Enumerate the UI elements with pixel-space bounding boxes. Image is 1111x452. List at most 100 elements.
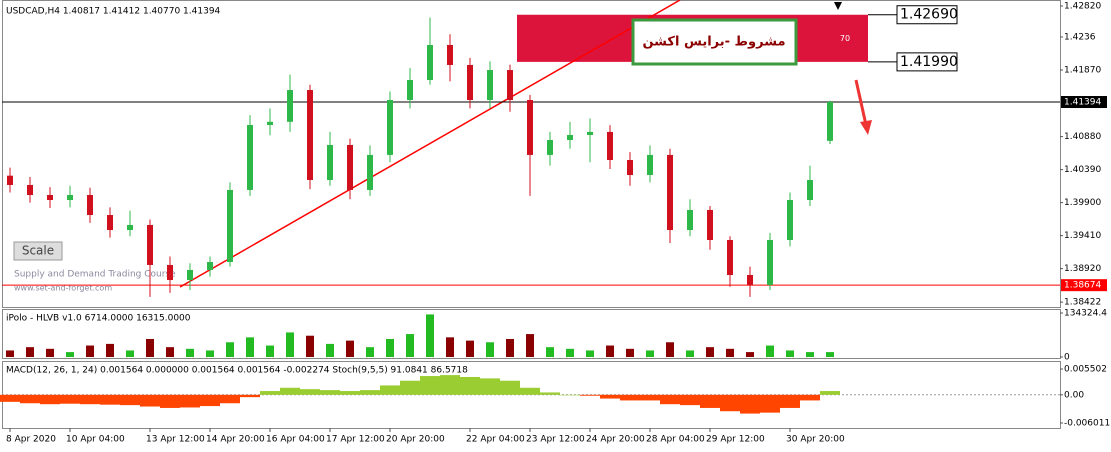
y-tick-label: -0.006011 [1064,418,1110,428]
macd-bar [200,394,220,407]
macd-bar [280,387,300,395]
macd-bar [720,394,740,412]
volume-bar [506,338,514,357]
y-tick-label: 1.42820 [1064,1,1101,11]
candle-body [447,44,453,65]
volume-bar [566,348,574,357]
zone-label: 1.42690 [900,7,958,23]
candle-body [67,195,73,200]
candle-body [707,209,713,240]
volume-bar [106,343,114,357]
scale-button[interactable]: Scale [22,244,54,258]
macd-bar [240,394,260,398]
candle-body [387,99,393,155]
candle-body [327,144,333,180]
volume-bar [186,348,194,357]
y-tick-label: 1.41870 [1064,65,1101,75]
candle-body [167,264,173,280]
volume-bar [246,337,254,357]
volume-bar [166,347,174,357]
candle-body [727,239,733,276]
y-tick-label: 1.40880 [1064,132,1101,142]
volume-bar [526,334,534,357]
volume-bar [826,352,834,357]
price-label: 1.38674 [1064,281,1101,291]
candle-body [467,64,473,100]
candle-body [827,102,833,141]
candle-body [627,159,633,176]
candle-body [687,209,693,231]
volume-bar [726,348,734,357]
macd-bar [400,380,420,395]
macd-bar [40,394,60,405]
macd-bar [100,394,120,405]
macd-bar [360,390,380,395]
volume-bar [126,350,134,357]
y-tick-label: 134324.4 [1064,309,1107,319]
volume-bar [286,332,294,357]
volume-bar [226,342,234,357]
volume-bar [446,337,454,357]
macd-bar [220,394,240,404]
candle-body [347,144,353,190]
x-tick-label: 14 Apr 20:00 [206,435,265,445]
macd-bar [260,391,280,395]
macd-bar [120,394,140,406]
candle-body [487,70,493,100]
x-tick-label: 17 Apr 12:00 [326,435,385,445]
x-tick-label: 10 Apr 04:00 [66,435,125,445]
y-tick-label: 1.4236 [1064,32,1096,42]
macd-bar [320,390,340,395]
volume-bar [646,350,654,357]
x-tick-label: 24 Apr 20:00 [586,435,645,445]
x-tick-label: 16 Apr 04:00 [266,435,325,445]
x-tick-label: 28 Apr 04:00 [646,435,705,445]
macd-bar [800,394,820,401]
watermark: Supply and Demand Trading Course [14,270,176,280]
macd-bar [620,394,640,401]
macd-bar [780,394,800,408]
volume-bar [686,350,694,357]
volume-bar [626,348,634,357]
volume-bar [26,347,34,357]
candle-body [587,131,593,136]
candle-body [7,175,13,185]
price-label-box [1061,279,1107,292]
macd-bar [500,380,520,395]
y-tick-label: 1.39900 [1064,198,1101,208]
x-tick-label: 29 Apr 12:00 [706,435,765,445]
marker [834,2,842,10]
x-tick-label: 22 Apr 04:00 [466,435,525,445]
macd-bar [460,376,480,395]
volume-bar [386,338,394,357]
candle-body [107,215,113,231]
candle-body [427,44,433,80]
candle-body [147,224,153,265]
macd-bar [480,378,500,395]
y-tick-label: 0.00 [1064,390,1084,400]
zone-label: 1.41990 [900,54,958,70]
volume-bar [46,348,54,357]
candle-body [807,179,813,200]
y-tick-label: 0 [1064,353,1070,363]
volume-bar [86,345,94,357]
volume-bar [146,338,154,357]
x-tick-label: 13 Apr 12:00 [146,435,205,445]
zone-label-box [896,52,958,72]
main-frame [2,0,1061,308]
volume-bar [466,340,474,357]
candle-body [247,124,253,190]
volume-bar [206,350,214,357]
scale-button-bg[interactable] [13,241,63,261]
macd-bar [300,389,320,395]
macd-bar [540,392,560,395]
macd-bar [740,394,760,414]
macd-bar [180,394,200,408]
volume-bar [426,314,434,357]
volume-bar [746,352,754,357]
volume-frame [2,309,1061,359]
volume-bar [6,350,14,357]
x-tick-label: 23 Apr 12:00 [526,435,585,445]
